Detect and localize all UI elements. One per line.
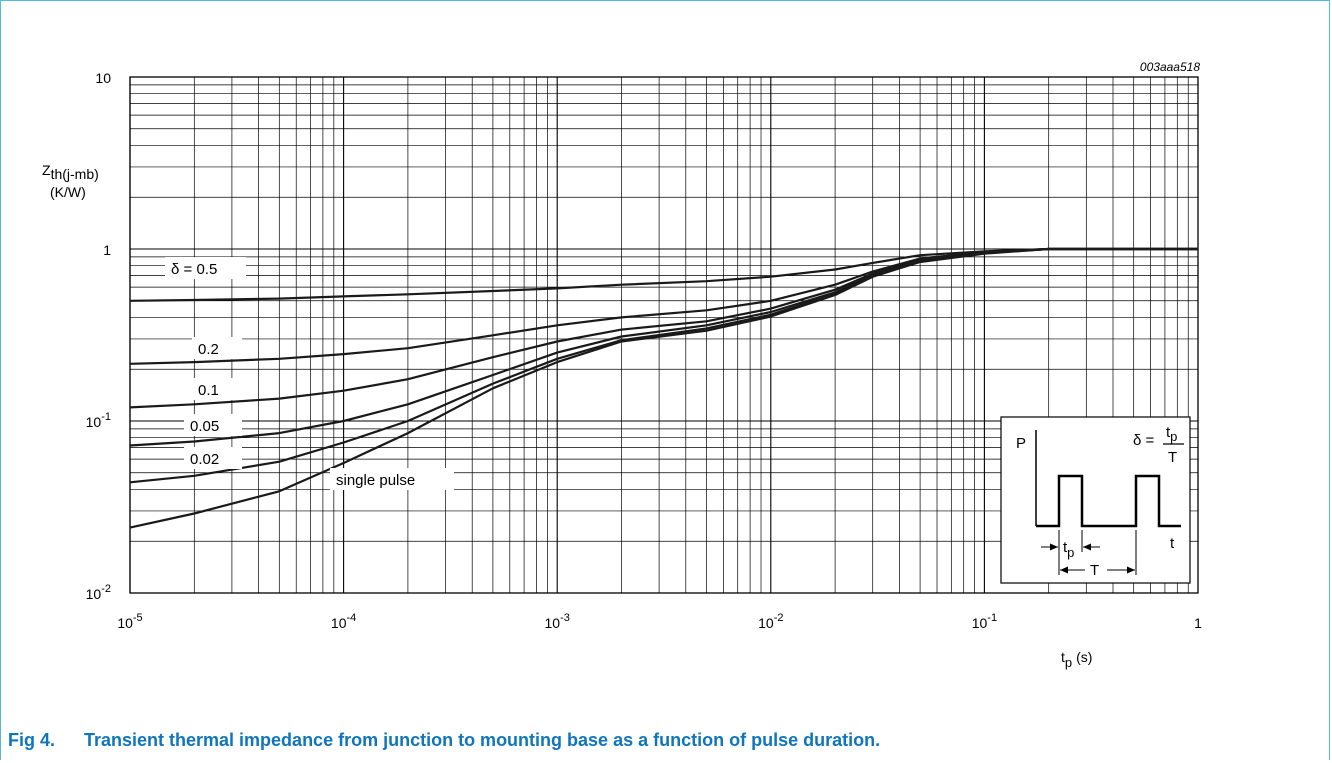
curve-label: 0.2	[198, 341, 219, 358]
curve-label-bg	[184, 447, 242, 469]
plot-area-border	[129, 76, 1199, 594]
inset-T-arrowhead-left	[1060, 566, 1068, 574]
y-tick-label: 1	[103, 242, 111, 258]
curve-label: 0.1	[198, 382, 219, 399]
inset-tp-arrowhead-right	[1083, 543, 1091, 551]
inset-p-label: P	[1016, 435, 1026, 452]
x-tick-label: 1	[1194, 615, 1202, 631]
plot-border	[129, 76, 1199, 594]
inset-tp-arrowhead-left	[1050, 543, 1058, 551]
series-line-2	[129, 247, 1198, 409]
series-line-0	[129, 247, 1198, 302]
inset-T-arrowhead-right	[1127, 566, 1135, 574]
x-tick-label: 10-1	[972, 612, 997, 631]
inset-T-label: T	[1090, 562, 1099, 579]
tick-labels: 10-5 10-4 10-3 10-2 10-1 1 10 1 10-1 10-2	[86, 70, 1202, 631]
series-line-3	[129, 247, 1198, 447]
inset-t-label: t	[1170, 535, 1175, 552]
series-line-1	[129, 247, 1198, 365]
y-axis-label-sub: th(j-mb)	[51, 166, 99, 182]
y-tick-label: 10-1	[86, 411, 111, 430]
inset-delta-label: δ =	[1133, 432, 1155, 449]
inset-pulse-train	[1036, 474, 1181, 528]
curve-label: δ = 0.5	[171, 261, 217, 278]
x-axis-label-unit: (s)	[1076, 649, 1092, 665]
inset-tp-label: tp	[1063, 539, 1074, 560]
curve-label: 0.02	[190, 451, 219, 468]
curves	[129, 247, 1198, 529]
y-axis-unit: (K/W)	[50, 184, 86, 200]
figure-number: Fig 4.	[8, 730, 56, 750]
y-tick-label: 10-2	[86, 583, 111, 602]
figure-caption-text: Transient thermal impedance from junctio…	[84, 730, 881, 750]
curve-label-bg	[330, 468, 454, 490]
y-axis-label-main: Z	[42, 162, 51, 178]
series-line-5	[129, 247, 1198, 529]
x-tick-label: 10-2	[758, 612, 783, 631]
curve-label: 0.05	[190, 418, 219, 435]
x-tick-label: 10-3	[545, 612, 570, 631]
inset-frac-denominator: T	[1168, 449, 1177, 466]
x-axis-label-sub: p	[1065, 655, 1072, 670]
inset-box	[1000, 416, 1191, 584]
x-axis-label: tp (s)	[1061, 649, 1092, 670]
curve-labels: δ = 0.5 0.2 0.1 0.05 0.02 single pulse	[165, 257, 454, 490]
y-tick-label: 10	[95, 70, 111, 86]
duty-cycle-inset: P t δ = tp T tp T	[1000, 416, 1191, 584]
y-axis-label: Zth(j-mb)	[42, 162, 99, 182]
figure-caption: Fig 4. Transient thermal impedance from j…	[8, 730, 880, 751]
curve-label-bg	[192, 378, 242, 400]
curve-label-bg	[184, 414, 242, 436]
x-tick-label: 10-5	[117, 612, 142, 631]
x-tick-label: 10-4	[331, 612, 356, 631]
x-axis-label-main: t	[1061, 649, 1065, 665]
curve-label: single pulse	[336, 472, 415, 489]
inset-frac-numerator: tp	[1166, 424, 1177, 444]
figure-code: 003aaa518	[1140, 60, 1200, 74]
curve-label-bg	[165, 257, 246, 279]
curve-label-bg	[192, 337, 242, 359]
